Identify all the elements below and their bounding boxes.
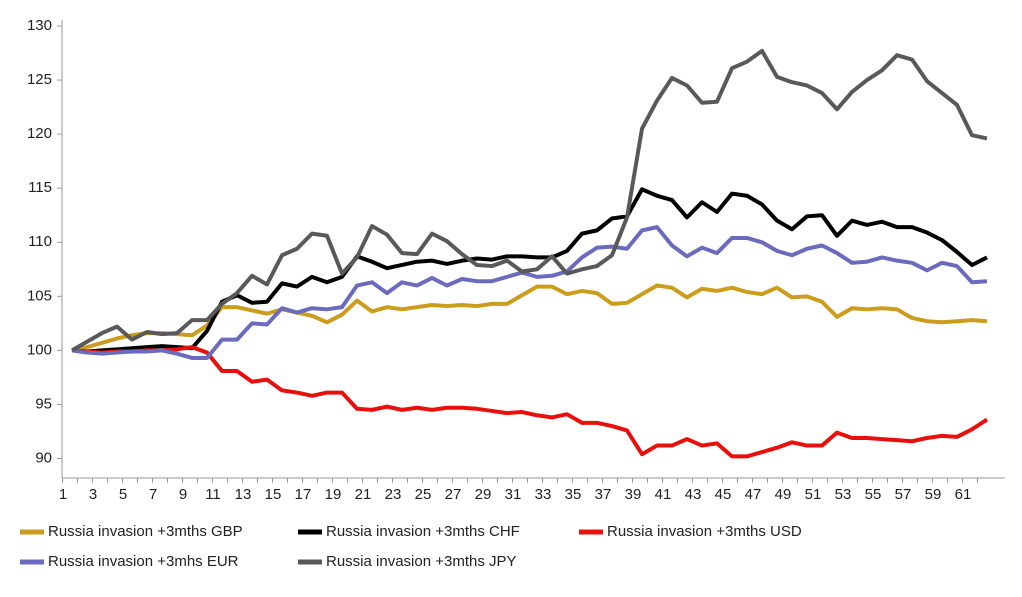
x-tick-label: 15 [265, 486, 282, 503]
x-tick-label: 33 [535, 486, 552, 503]
x-tick-label: 9 [179, 486, 187, 503]
x-tick-label: 61 [955, 486, 972, 503]
x-tick-label: 45 [715, 486, 732, 503]
legend-label: Russia invasion +3mths GBP [48, 523, 243, 540]
x-tick-label: 29 [475, 486, 492, 503]
legend-label: Russia invasion +3mths CHF [326, 523, 520, 540]
series-line [71, 48, 988, 353]
x-tick-label: 3 [89, 486, 97, 503]
x-tick-label: 1 [59, 486, 67, 503]
x-tick-label: 51 [805, 486, 822, 503]
x-tick-label: 41 [655, 486, 672, 503]
x-tick-label: 5 [119, 486, 127, 503]
y-tick-label: 100 [27, 341, 52, 358]
x-tick-label: 19 [325, 486, 342, 503]
x-tick-label: 35 [565, 486, 582, 503]
x-tick-label: 7 [149, 486, 157, 503]
x-tick-label: 25 [415, 486, 432, 503]
x-tick-label: 39 [625, 486, 642, 503]
legend-label: Russia invasion +3mths USD [607, 523, 802, 540]
y-tick-label: 110 [28, 233, 52, 250]
y-tick-label: 90 [35, 450, 52, 467]
x-tick-label: 43 [685, 486, 702, 503]
x-tick-label: 13 [235, 486, 252, 503]
x-tick-label: 27 [445, 486, 462, 503]
x-tick-label: 49 [775, 486, 792, 503]
y-tick-label: 120 [27, 125, 52, 142]
y-tick-label: 105 [27, 287, 52, 304]
x-tick-label: 57 [895, 486, 912, 503]
series-line [71, 225, 988, 360]
y-tick-label: 95 [35, 395, 52, 412]
x-tick-label: 17 [295, 486, 312, 503]
x-tick-label: 31 [505, 486, 522, 503]
x-tick-label: 53 [835, 486, 852, 503]
series-line [71, 345, 989, 459]
legend-label: Russia invasion +3mhs EUR [48, 553, 239, 570]
x-tick-label: 47 [745, 486, 762, 503]
x-tick-label: 37 [595, 486, 612, 503]
x-tick-label: 21 [355, 486, 372, 503]
series-line [71, 283, 988, 353]
x-tick-label: 23 [385, 486, 402, 503]
x-tick-label: 55 [865, 486, 882, 503]
legend-label: Russia invasion +3mths JPY [326, 553, 517, 570]
x-tick-label: 59 [925, 486, 942, 503]
y-tick-label: 115 [28, 179, 52, 196]
y-tick-label: 130 [27, 17, 52, 34]
y-tick-label: 125 [27, 71, 52, 88]
x-tick-label: 11 [205, 486, 221, 503]
